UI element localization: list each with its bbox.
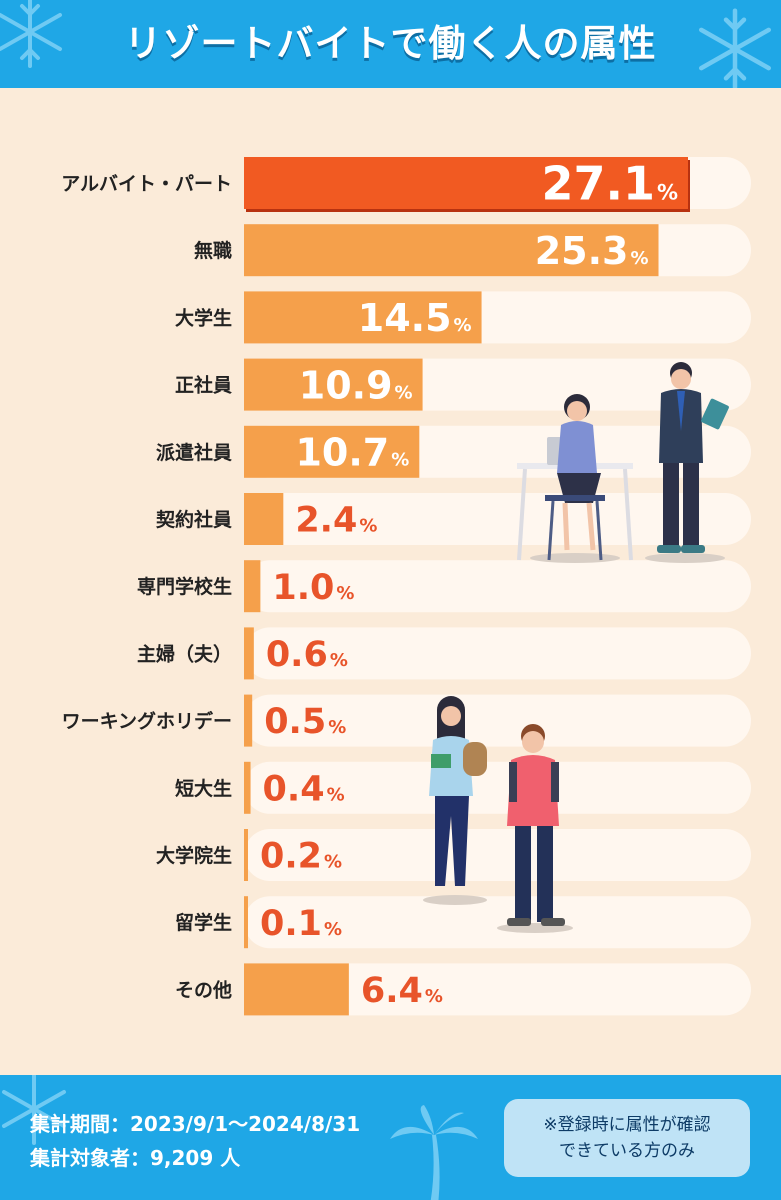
bar [244, 157, 688, 209]
value-number: 0.4 [263, 769, 325, 809]
category-label: 大学生 [175, 306, 232, 329]
value-number: 0.1 [260, 904, 322, 944]
value-number: 6.4 [361, 971, 423, 1011]
value-unit: % [336, 583, 354, 604]
value-unit: % [327, 784, 345, 805]
period-text: 集計期間：2023/9/1〜2024/8/31 [30, 1112, 361, 1136]
category-label: 大学院生 [156, 844, 232, 867]
value-number: 2.4 [295, 501, 357, 541]
bar [244, 896, 248, 949]
bar [244, 761, 251, 814]
page-title: リゾートバイトで働く人の属性 [124, 22, 657, 65]
value-number: 10.9 [299, 363, 393, 407]
bar-track [244, 829, 751, 881]
value-number: 0.2 [260, 837, 322, 877]
value-number: 0.6 [266, 635, 328, 675]
bar-track [244, 963, 751, 1016]
category-label: 正社員 [175, 374, 232, 397]
bar [244, 425, 420, 478]
value-label: 0.4% [263, 769, 345, 809]
value-unit: % [324, 852, 342, 873]
value-label: 10.9% [299, 363, 413, 407]
period-info: 集計期間：2023/9/1〜2024/8/31 集計対象者：9,209 人 [30, 1107, 360, 1175]
value-label: 2.4% [295, 501, 377, 541]
category-label: 専門学校生 [137, 575, 232, 598]
bar-track [244, 560, 751, 613]
value-unit: % [630, 248, 648, 269]
subjects-text: 集計対象者：9,209 人 [30, 1146, 241, 1170]
value-label: 0.6% [266, 635, 348, 675]
value-unit: % [425, 986, 443, 1007]
note-line-2: できている方のみ [559, 1141, 695, 1161]
value-unit: % [391, 449, 409, 470]
category-label: ワーキングホリデー [62, 710, 232, 733]
value-unit: % [359, 516, 377, 537]
value-number: 27.1 [541, 157, 655, 211]
category-label: アルバイト・パート [61, 173, 232, 195]
category-label: 短大生 [175, 777, 232, 800]
bar-track [244, 627, 751, 680]
header-banner: リゾートバイトで働く人の属性 [0, 0, 781, 88]
category-label: 派遣社員 [156, 441, 232, 464]
bar [244, 493, 284, 545]
value-label: 27.1% [541, 157, 678, 211]
value-number: 1.0 [272, 568, 334, 608]
snowflake-icon [699, 8, 771, 88]
bar-chart: アルバイト・パート 27.1% 無職 25.3 % 大学生 14.5 % 正社員 10.9 % 派遣社… [61, 157, 751, 1016]
value-label: 1.0% [272, 568, 354, 608]
value-label: 14.5% [358, 296, 472, 340]
bar [244, 694, 253, 747]
value-unit: % [395, 382, 413, 403]
category-label: その他 [175, 978, 232, 1001]
bar-track [244, 694, 751, 747]
bar-track [244, 896, 751, 949]
bar [244, 358, 423, 411]
value-label: 6.4% [361, 971, 443, 1011]
bar [244, 224, 659, 277]
snowflake-icon [2, 1075, 66, 1145]
bar [244, 291, 482, 344]
bar [244, 829, 248, 881]
bar-track [244, 761, 751, 814]
value-label: 10.7% [295, 430, 409, 474]
snowflake-icon [0, 0, 62, 68]
value-label: 0.1% [260, 904, 342, 944]
category-label: 無職 [194, 239, 232, 262]
note-line-1: ※登録時に属性が確認 [543, 1115, 711, 1135]
office-workers-illustration [517, 362, 729, 563]
value-unit: % [657, 181, 678, 205]
value-number: 10.7 [295, 430, 389, 474]
value-number: 14.5 [358, 296, 452, 340]
value-label: 0.2% [260, 837, 342, 877]
value-unit: % [324, 919, 342, 940]
bar [244, 963, 349, 1016]
value-unit: % [454, 315, 472, 336]
category-label: 契約社員 [155, 508, 232, 531]
category-label: 留学生 [175, 911, 232, 934]
value-number: 25.3 [535, 229, 629, 273]
bar [244, 560, 261, 613]
value-unit: % [330, 650, 348, 671]
footer-banner: 集計期間：2023/9/1〜2024/8/31 集計対象者：9,209 人 ※登… [0, 1075, 781, 1200]
bar-track [244, 493, 751, 545]
note-box: ※登録時に属性が確認 できている方のみ [504, 1099, 750, 1177]
value-label: 25.3% [535, 229, 649, 273]
palm-tree-icon [390, 1105, 478, 1200]
students-illustration [423, 696, 573, 933]
bar [244, 627, 254, 680]
category-label: 主婦（夫） [137, 642, 232, 665]
value-number: 0.5 [264, 702, 326, 742]
value-unit: % [328, 717, 346, 738]
value-label: 0.5% [264, 702, 346, 742]
